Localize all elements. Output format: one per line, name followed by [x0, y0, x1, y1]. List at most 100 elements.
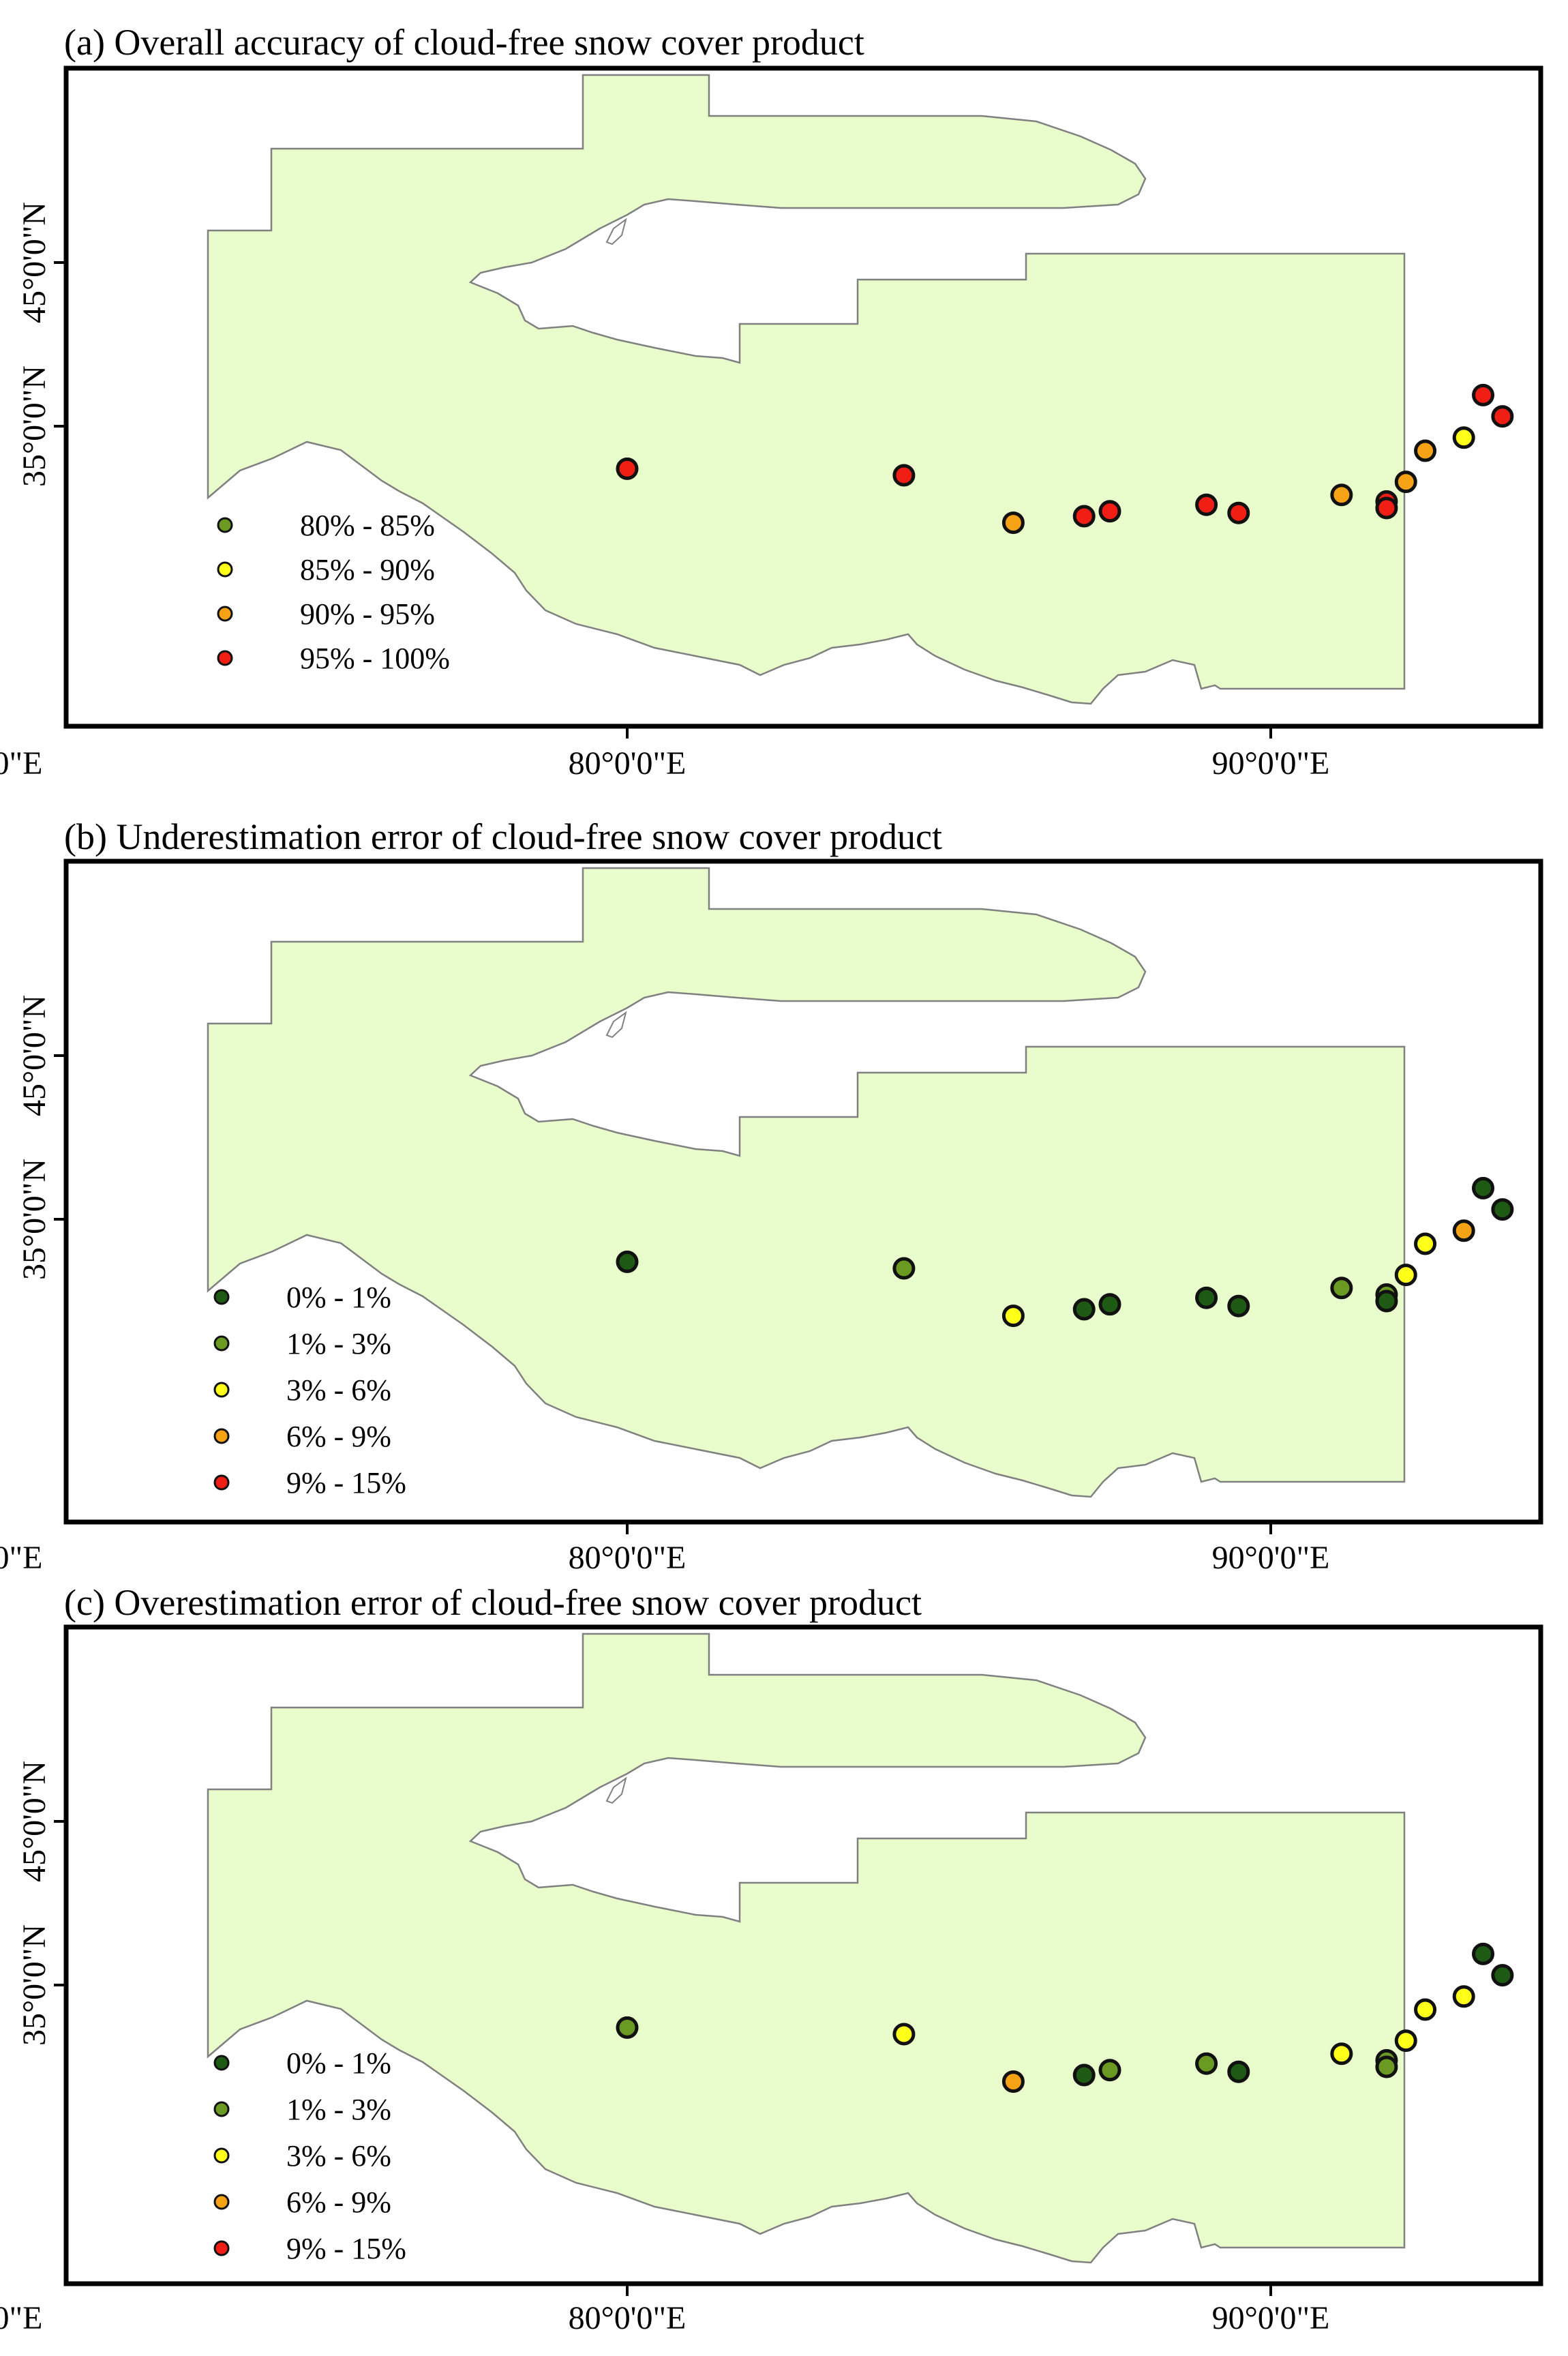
legend-label: 0% - 1% — [286, 2046, 391, 2080]
legend-label: 6% - 9% — [286, 1420, 391, 1453]
station-marker — [1195, 2052, 1218, 2075]
y-tick-label: 35°0'0"N — [16, 366, 52, 487]
x-tick-label: 70°0'0"E — [0, 1540, 42, 1576]
panel-c: (c) Overestimation error of cloud-free s… — [0, 1582, 1543, 2336]
lake-feature — [605, 1776, 627, 1804]
legend-label: 0% - 1% — [286, 1281, 391, 1314]
legend-label: 6% - 9% — [286, 2186, 391, 2219]
legend-label: 3% - 6% — [286, 2139, 391, 2173]
station-marker — [1195, 1286, 1218, 1309]
panel-b: (b) Underestimation error of cloud-free … — [0, 816, 1543, 1576]
station-marker — [1472, 1942, 1495, 1965]
legend-label: 95% - 100% — [300, 642, 450, 675]
legend-label: 85% - 90% — [300, 553, 435, 586]
station-marker — [1227, 1294, 1250, 1317]
station-marker — [1414, 1998, 1437, 2021]
legend-swatch — [213, 2101, 230, 2117]
station-marker — [1452, 426, 1475, 449]
station-marker — [1072, 1298, 1096, 1321]
legend: 0% - 1% 1% - 3% 3% - 6% 6% - 9% 9% - 15% — [213, 2046, 406, 2265]
station-marker — [1491, 405, 1514, 428]
legend-swatch — [213, 2240, 230, 2256]
x-tick-label: 70°0'0"E — [0, 745, 42, 781]
station-marker — [1330, 1277, 1353, 1300]
legend-swatch — [213, 1428, 230, 1444]
station-marker — [1375, 2055, 1398, 2078]
station-marker — [1195, 493, 1218, 516]
legend-swatch — [213, 1289, 230, 1305]
station-marker — [1452, 1985, 1475, 2008]
legend-swatch — [213, 2147, 230, 2164]
station-marker — [1098, 2059, 1121, 2082]
station-marker — [1227, 501, 1250, 524]
panel-title: (b) Underestimation error of cloud-free … — [64, 816, 942, 857]
station-marker — [1072, 505, 1096, 528]
map-frame — [63, 1624, 1543, 2286]
station-marker — [616, 1250, 639, 1273]
station-marker — [1491, 1198, 1514, 1221]
legend-swatch — [213, 1382, 230, 1398]
map-frame — [63, 859, 1543, 1525]
legend-swatch — [213, 1474, 230, 1491]
station-marker — [1414, 1232, 1437, 1255]
legend-label: 9% - 15% — [286, 2232, 406, 2265]
legend: 80% - 85% 85% - 90% 90% - 95% 95% - 100% — [217, 509, 450, 675]
station-marker — [1394, 471, 1417, 494]
legend: 0% - 1% 1% - 3% 3% - 6% 6% - 9% 9% - 15% — [213, 1281, 406, 1500]
x-tick-label: 90°0'0"E — [1212, 745, 1330, 781]
lake-feature — [605, 1011, 627, 1039]
x-tick-label: 90°0'0"E — [1212, 1540, 1330, 1576]
legend-swatch — [217, 561, 233, 578]
lake-feature — [605, 218, 627, 245]
legend-label: 1% - 3% — [286, 2093, 391, 2126]
y-tick-label: 45°0'0"N — [16, 202, 52, 323]
y-tick-label: 45°0'0"N — [16, 995, 52, 1116]
station-marker — [1072, 2063, 1096, 2087]
legend-swatch — [213, 2055, 230, 2071]
station-marker — [1330, 2042, 1353, 2066]
station-marker — [1394, 1264, 1417, 1287]
station-marker — [1227, 2060, 1250, 2083]
station-marker — [1414, 439, 1437, 462]
station-marker — [1375, 1289, 1398, 1313]
legend-label: 3% - 6% — [286, 1373, 391, 1407]
y-tick-label: 35°0'0"N — [16, 1159, 52, 1280]
legend-label: 90% - 95% — [300, 597, 435, 631]
station-marker — [1472, 383, 1495, 406]
station-marker — [1001, 1304, 1025, 1328]
map-frame — [63, 65, 1543, 729]
x-tick-label: 80°0'0"E — [569, 1540, 687, 1576]
legend-label: 1% - 3% — [286, 1327, 391, 1360]
station-marker — [892, 2023, 916, 2046]
legend-swatch — [217, 606, 233, 622]
station-marker — [1330, 483, 1353, 507]
station-marker — [1452, 1219, 1475, 1242]
legend-label: 9% - 15% — [286, 1466, 406, 1500]
panel-title: (a) Overall accuracy of cloud-free snow … — [64, 22, 864, 63]
legend-swatch — [217, 650, 233, 666]
x-tick-label: 90°0'0"E — [1212, 2300, 1330, 2336]
x-tick-label: 80°0'0"E — [569, 2300, 687, 2336]
station-marker — [1394, 2029, 1417, 2053]
x-tick-label: 80°0'0"E — [569, 745, 687, 781]
station-marker — [1001, 511, 1025, 535]
legend-swatch — [213, 1335, 230, 1352]
panel-a: (a) Overall accuracy of cloud-free snow … — [0, 22, 1543, 781]
station-marker — [1098, 500, 1121, 523]
station-marker — [1375, 496, 1398, 520]
station-marker — [1472, 1176, 1495, 1199]
legend-swatch — [213, 2194, 230, 2210]
legend-swatch — [217, 517, 233, 533]
station-marker — [1491, 1964, 1514, 1987]
station-marker — [892, 1257, 916, 1280]
station-marker — [616, 2016, 639, 2039]
panel-title: (c) Overestimation error of cloud-free s… — [64, 1582, 922, 1623]
y-tick-label: 45°0'0"N — [16, 1761, 52, 1882]
legend-label: 80% - 85% — [300, 509, 435, 542]
station-marker — [616, 457, 639, 480]
y-tick-label: 35°0'0"N — [16, 1924, 52, 2046]
station-marker — [892, 464, 916, 487]
x-tick-label: 70°0'0"E — [0, 2300, 42, 2336]
station-marker — [1098, 1293, 1121, 1316]
